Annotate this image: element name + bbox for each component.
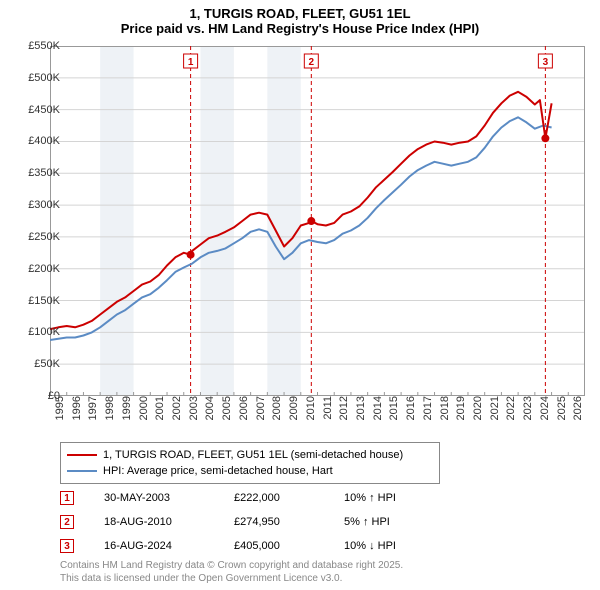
x-tick-label: 2019 (455, 396, 467, 436)
x-tick-label: 2025 (556, 396, 568, 436)
attribution-line-1: Contains HM Land Registry data © Crown c… (60, 560, 560, 573)
x-tick-label: 2014 (372, 396, 384, 436)
x-tick-label: 2020 (472, 396, 484, 436)
legend-item-hpi: HPI: Average price, semi-detached house,… (67, 463, 433, 479)
events-table: 1 30-MAY-2003 £222,000 10% ↑ HPI 2 18-AU… (60, 486, 444, 558)
event-date: 30-MAY-2003 (104, 492, 204, 504)
event-price: £274,950 (234, 516, 314, 528)
svg-text:3: 3 (543, 57, 549, 68)
x-tick-label: 1997 (87, 396, 99, 436)
chart-container: { "title": { "line1": "1, TURGIS ROAD, F… (0, 0, 600, 590)
legend-label: HPI: Average price, semi-detached house,… (103, 465, 333, 477)
x-tick-label: 2008 (271, 396, 283, 436)
x-tick-label: 2012 (338, 396, 350, 436)
x-tick-label: 2022 (505, 396, 517, 436)
y-tick-label: £550K (4, 40, 60, 52)
x-tick-label: 2007 (255, 396, 267, 436)
event-row: 1 30-MAY-2003 £222,000 10% ↑ HPI (60, 486, 444, 510)
x-tick-label: 2001 (154, 396, 166, 436)
svg-text:2: 2 (309, 57, 315, 68)
legend-item-price-paid: 1, TURGIS ROAD, FLEET, GU51 1EL (semi-de… (67, 447, 433, 463)
x-tick-label: 2026 (572, 396, 584, 436)
legend-swatch-icon (67, 454, 97, 456)
x-tick-label: 2023 (522, 396, 534, 436)
y-tick-label: £400K (4, 135, 60, 147)
event-delta: 10% ↓ HPI (344, 540, 444, 552)
x-tick-label: 2009 (288, 396, 300, 436)
x-tick-label: 2006 (238, 396, 250, 436)
x-tick-label: 2004 (204, 396, 216, 436)
event-delta: 5% ↑ HPI (344, 516, 444, 528)
attribution-line-2: This data is licensed under the Open Gov… (60, 573, 560, 586)
event-badge-icon: 3 (60, 539, 74, 553)
y-tick-label: £150K (4, 295, 60, 307)
x-tick-label: 2016 (405, 396, 417, 436)
event-row: 2 18-AUG-2010 £274,950 5% ↑ HPI (60, 510, 444, 534)
y-tick-label: £350K (4, 167, 60, 179)
legend: 1, TURGIS ROAD, FLEET, GU51 1EL (semi-de… (60, 442, 440, 484)
event-badge-icon: 2 (60, 515, 74, 529)
x-tick-label: 2002 (171, 396, 183, 436)
event-date: 18-AUG-2010 (104, 516, 204, 528)
x-tick-label: 2021 (489, 396, 501, 436)
event-date: 16-AUG-2024 (104, 540, 204, 552)
y-tick-label: £50K (4, 358, 60, 370)
y-tick-label: £450K (4, 104, 60, 116)
chart-svg: 1 2 3 (50, 46, 585, 396)
x-tick-label: 2003 (188, 396, 200, 436)
x-tick-label: 2015 (388, 396, 400, 436)
y-tick-label: £500K (4, 72, 60, 84)
svg-text:1: 1 (188, 57, 194, 68)
attribution-text: Contains HM Land Registry data © Crown c… (60, 560, 560, 585)
y-tick-label: £250K (4, 231, 60, 243)
x-tick-label: 2024 (539, 396, 551, 436)
x-tick-label: 2010 (305, 396, 317, 436)
legend-label: 1, TURGIS ROAD, FLEET, GU51 1EL (semi-de… (103, 449, 403, 461)
x-tick-label: 1996 (71, 396, 83, 436)
title-line-1: 1, TURGIS ROAD, FLEET, GU51 1EL (0, 6, 600, 21)
x-tick-label: 2011 (322, 396, 334, 436)
title-line-2: Price paid vs. HM Land Registry's House … (0, 21, 600, 36)
x-tick-label: 1995 (54, 396, 66, 436)
event-price: £405,000 (234, 540, 314, 552)
y-tick-label: £100K (4, 326, 60, 338)
event-delta: 10% ↑ HPI (344, 492, 444, 504)
chart-title-block: 1, TURGIS ROAD, FLEET, GU51 1EL Price pa… (0, 0, 600, 36)
x-tick-label: 1999 (121, 396, 133, 436)
x-tick-label: 2018 (439, 396, 451, 436)
event-row: 3 16-AUG-2024 £405,000 10% ↓ HPI (60, 534, 444, 558)
event-badge-icon: 1 (60, 491, 74, 505)
x-tick-label: 2000 (138, 396, 150, 436)
y-tick-label: £0 (4, 390, 60, 402)
legend-swatch-icon (67, 470, 97, 472)
x-tick-label: 1998 (104, 396, 116, 436)
chart-plot-area: 1 2 3 (50, 46, 585, 396)
x-tick-label: 2005 (221, 396, 233, 436)
event-price: £222,000 (234, 492, 314, 504)
y-tick-label: £200K (4, 263, 60, 275)
y-tick-label: £300K (4, 199, 60, 211)
x-tick-label: 2017 (422, 396, 434, 436)
x-tick-label: 2013 (355, 396, 367, 436)
